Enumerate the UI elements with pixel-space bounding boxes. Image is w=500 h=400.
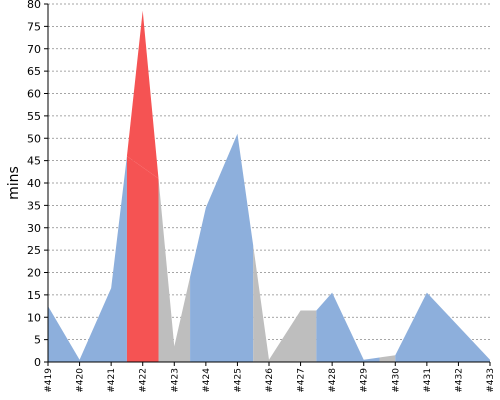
y-tick-label-55: 55 [27, 110, 41, 123]
x-tick-label-421: #421 [107, 368, 117, 393]
x-tick-label-429: #429 [360, 368, 370, 393]
x-tick-label-424: #424 [202, 368, 212, 393]
area-segment-0-success [48, 156, 127, 362]
area-series [48, 10, 490, 362]
y-tick-label-75: 75 [27, 20, 41, 33]
area-segment-1-failure [126, 156, 159, 362]
area-segment-6-unstable [379, 355, 396, 362]
y-tick-label-50: 50 [27, 132, 41, 145]
area-segment-2-unstable [158, 178, 191, 362]
area-segment-4-unstable [253, 245, 317, 362]
x-tick-label-419: #419 [44, 368, 54, 393]
y-tick-label-10: 10 [27, 311, 41, 324]
x-tick-label-428: #428 [328, 368, 338, 393]
y-tick-label-35: 35 [27, 199, 41, 212]
y-tick-label-5: 5 [34, 334, 41, 347]
x-tick-label-420: #420 [76, 368, 86, 393]
y-tick-label-20: 20 [27, 267, 41, 280]
x-tick-label-433: #433 [486, 368, 496, 393]
y-tick-label-80: 80 [27, 0, 41, 11]
x-tick-labels: #419 #420 #421 #422 #423 #424 #425 #426 #427 #428… [44, 362, 496, 393]
area-segment-7-success [395, 292, 490, 362]
y-tick-label-45: 45 [27, 155, 41, 168]
x-tick-label-432: #432 [454, 368, 464, 393]
y-tick-label-25: 25 [27, 244, 41, 257]
y-tick-label-60: 60 [27, 88, 41, 101]
y-tick-labels: 0 5 10 15 20 25 30 35 40 45 50 55 60 65 70 75 80 [27, 0, 48, 369]
x-tick-label-425: #425 [233, 368, 243, 393]
peak-spike [126, 10, 159, 179]
y-tick-label-40: 40 [27, 177, 41, 190]
x-tick-label-430: #430 [391, 368, 401, 393]
y-tick-label-65: 65 [27, 65, 41, 78]
x-tick-label-426: #426 [265, 368, 275, 393]
x-tick-label-422: #422 [139, 368, 149, 393]
y-tick-label-15: 15 [27, 289, 41, 302]
x-tick-label-423: #423 [170, 368, 180, 393]
y-tick-label-0: 0 [34, 356, 41, 369]
y-tick-label-30: 30 [27, 222, 41, 235]
area-segment-5-success [316, 292, 380, 362]
y-axis-title: mins [6, 166, 22, 200]
area-segment-3-success [190, 133, 254, 362]
x-tick-label-431: #431 [423, 368, 433, 393]
y-tick-label-70: 70 [27, 43, 41, 56]
x-tick-label-427: #427 [297, 368, 307, 393]
